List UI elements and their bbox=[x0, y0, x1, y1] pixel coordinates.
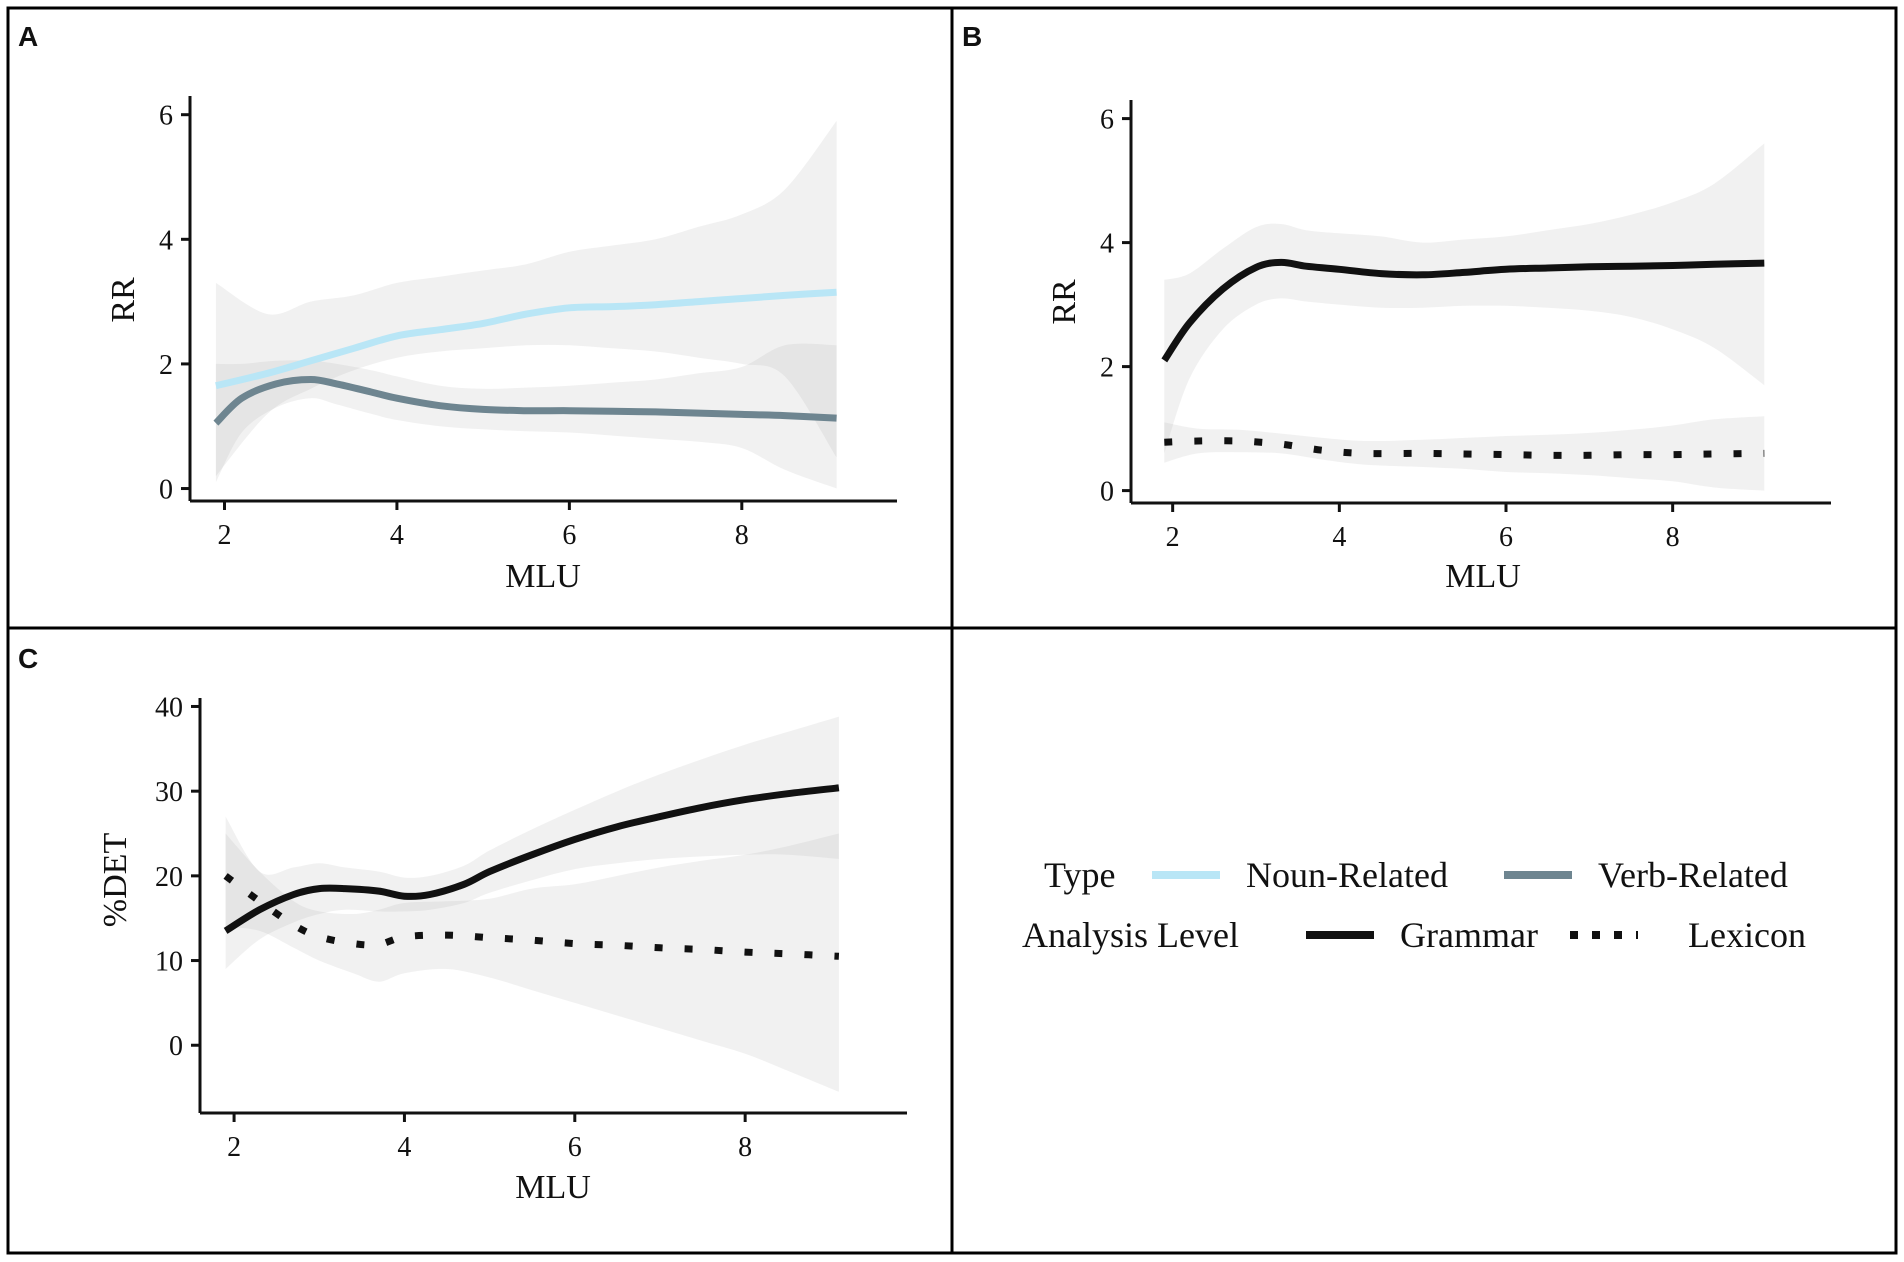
axis-ticks: 2 4 6 8 0 10 20 30 40 bbox=[155, 692, 752, 1163]
y-tick-label: 10 bbox=[155, 947, 183, 978]
series-lines bbox=[213, 288, 837, 426]
y-tick-label: 0 bbox=[159, 475, 173, 506]
x-tick-label: 2 bbox=[217, 520, 231, 551]
confidence-band-verb-related bbox=[215, 343, 837, 489]
x-tick-label: 6 bbox=[562, 520, 576, 551]
panel-letter-c: C bbox=[18, 643, 38, 674]
y-tick-label: 0 bbox=[1100, 477, 1114, 508]
y-axis-title: RR bbox=[105, 277, 142, 323]
y-axis-title: RR bbox=[1046, 279, 1083, 325]
axis-ticks: 2 4 6 8 0 2 4 6 bbox=[159, 101, 749, 551]
x-tick-label: 6 bbox=[568, 1132, 582, 1163]
axis-ticks: 2 4 6 8 0 2 4 6 bbox=[1100, 105, 1680, 553]
x-tick-label: 8 bbox=[738, 1132, 752, 1163]
legend-noun-related-label: Noun-Related bbox=[1246, 855, 1448, 895]
x-tick-label: 4 bbox=[1332, 522, 1346, 553]
panel-letter-a: A bbox=[18, 21, 38, 52]
series-line-verb-related bbox=[213, 376, 837, 426]
x-axis-title: MLU bbox=[505, 558, 581, 595]
x-tick-label: 6 bbox=[1499, 522, 1513, 553]
confidence-band-grammar bbox=[1164, 143, 1765, 454]
confidence-bands bbox=[1164, 143, 1765, 491]
y-tick-label: 2 bbox=[159, 350, 173, 381]
series-line-grammar bbox=[223, 784, 840, 934]
confidence-bands bbox=[215, 120, 837, 489]
x-tick-label: 2 bbox=[227, 1132, 241, 1163]
legend-analysis-level-title: Analysis Level bbox=[1022, 915, 1239, 955]
panel-letter-b: B bbox=[962, 21, 982, 52]
y-tick-label: 40 bbox=[155, 692, 183, 723]
confidence-band-lexicon bbox=[225, 833, 839, 1092]
y-tick-label: 30 bbox=[155, 777, 183, 808]
y-tick-label: 6 bbox=[159, 101, 173, 132]
legend-lexicon-label: Lexicon bbox=[1688, 915, 1806, 955]
y-tick-label: 20 bbox=[155, 862, 183, 893]
y-tick-label: 0 bbox=[169, 1031, 183, 1062]
series-lines bbox=[223, 784, 840, 960]
x-axis-title: MLU bbox=[515, 1169, 591, 1206]
confidence-band-grammar bbox=[225, 716, 839, 969]
chart-panel-a: 2 4 6 8 0 2 4 6 MLU RR bbox=[105, 96, 897, 595]
x-axis-title: MLU bbox=[1445, 558, 1521, 595]
legend-type-title: Type bbox=[1044, 855, 1115, 895]
legend: Type Noun-Related Verb-Related Analysis … bbox=[1022, 855, 1806, 955]
confidence-band-noun-related bbox=[215, 120, 837, 477]
series-line-noun-related bbox=[215, 288, 837, 390]
series-line-lexicon bbox=[223, 873, 840, 960]
y-tick-label: 4 bbox=[159, 225, 173, 256]
legend-grammar-label: Grammar bbox=[1400, 915, 1538, 955]
x-tick-label: 4 bbox=[390, 520, 404, 551]
series-line-grammar bbox=[1161, 258, 1765, 363]
y-axis-title: %DET bbox=[97, 833, 134, 928]
chart-panel-b: 2 4 6 8 0 2 4 6 MLU RR bbox=[1046, 100, 1831, 595]
x-tick-label: 8 bbox=[735, 520, 749, 551]
x-tick-label: 2 bbox=[1166, 522, 1180, 553]
y-tick-label: 6 bbox=[1100, 105, 1114, 136]
y-tick-label: 4 bbox=[1100, 229, 1114, 260]
x-tick-label: 8 bbox=[1666, 522, 1680, 553]
y-tick-label: 2 bbox=[1100, 353, 1114, 384]
chart-panel-c: 2 4 6 8 0 10 20 30 40 MLU %DET bbox=[97, 692, 907, 1206]
legend-verb-related-label: Verb-Related bbox=[1598, 855, 1788, 895]
confidence-bands bbox=[225, 716, 839, 1092]
series-line-lexicon bbox=[1164, 437, 1765, 459]
series-lines bbox=[1161, 258, 1765, 459]
x-tick-label: 4 bbox=[397, 1132, 411, 1163]
